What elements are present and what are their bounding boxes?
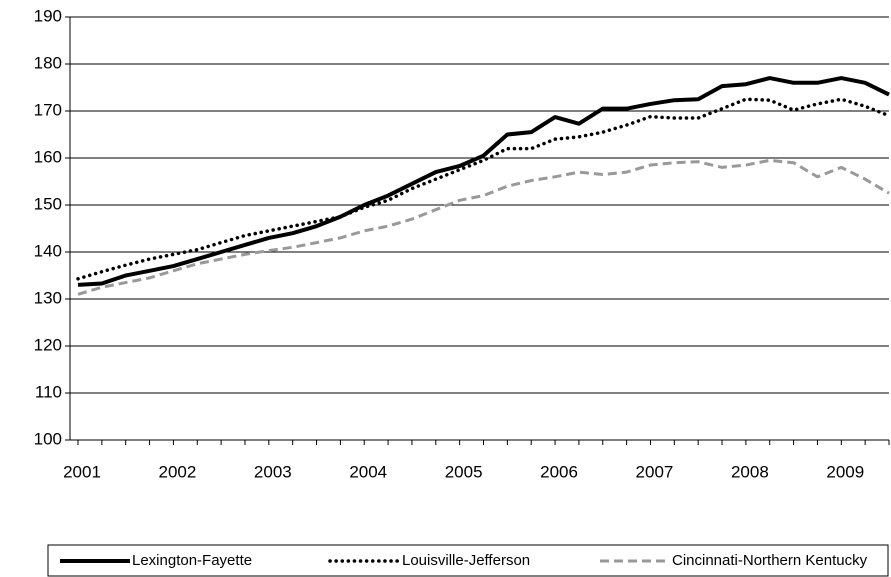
y-tick-label: 150 (34, 194, 62, 213)
y-tick-label: 100 (34, 429, 62, 448)
legend: Lexington-Fayette Louisville-Jefferson Cin… (47, 544, 889, 577)
y-tick-label: 120 (34, 335, 62, 354)
legend-label: Louisville-Jefferson (402, 552, 530, 569)
x-tick-label: 2007 (636, 462, 674, 481)
y-tick-label: 130 (34, 288, 62, 307)
series-line (77, 158, 890, 296)
x-tick-label: 2004 (349, 462, 387, 481)
y-tick-label: 160 (34, 147, 62, 166)
x-tick-label: 2003 (254, 462, 292, 481)
legend-label: Cincinnati-Northern Kentucky (672, 552, 868, 569)
y-tick-label: 180 (34, 53, 62, 72)
y-tick-label: 140 (34, 241, 62, 260)
y-tick-label: 110 (35, 382, 62, 401)
x-tick-label: 2006 (540, 462, 578, 481)
series-line (77, 76, 890, 287)
legend-label: Lexington-Fayette (132, 552, 252, 569)
x-tick-label: 2008 (731, 462, 769, 481)
x-tick-label: 2001 (63, 462, 101, 481)
y-tick-label: 170 (34, 100, 62, 119)
y-tick-label: 190 (34, 6, 62, 25)
x-tick-label: 2009 (826, 462, 864, 481)
x-tick-label: 2005 (445, 462, 483, 481)
legend-box (47, 544, 889, 577)
x-tick-label: 2002 (158, 462, 196, 481)
series-line (76, 97, 891, 281)
